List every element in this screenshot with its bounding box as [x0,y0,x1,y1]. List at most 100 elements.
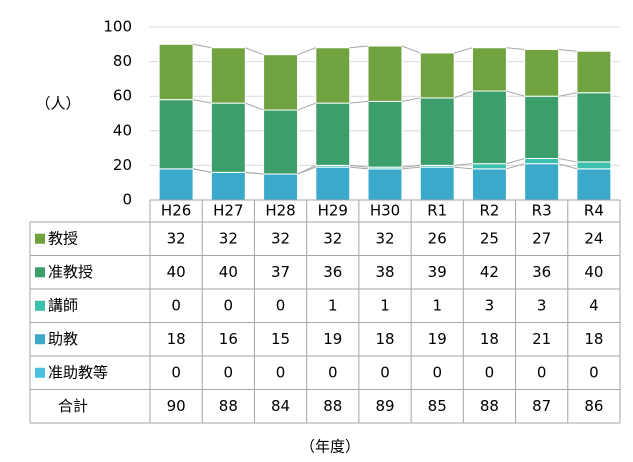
series-line [454,47,473,54]
series-line [506,163,525,170]
bar-segment [315,47,351,104]
table-cell: 88 [323,397,342,415]
series-line [401,45,421,54]
series-line [558,157,578,163]
x-tick-label: H29 [318,202,348,220]
legend-swatch [35,334,45,345]
series-line [558,163,578,170]
bar-segment [471,168,507,201]
bar-segment [524,48,560,97]
table-cell: 0 [171,296,181,314]
series-line [349,100,369,104]
x-tick-label: H27 [213,202,243,220]
x-tick-label: H28 [265,202,295,220]
table-cell: 0 [485,363,495,381]
table-cell: 1 [432,296,442,314]
bar-segment [419,166,455,201]
table-cell: 26 [428,229,447,247]
y-tick-label: 60 [113,87,132,105]
series-line [506,157,525,165]
series-line [401,164,421,168]
bar-segment [210,171,246,201]
x-tick-label: R4 [584,202,604,220]
legend-swatch [35,267,45,278]
series-line [192,43,212,49]
bar-segment [576,168,612,201]
table-cell: 0 [224,363,234,381]
bar-segment [263,173,299,201]
table-cell: 38 [375,263,394,281]
bar-segment [471,47,507,92]
bar-segment [210,47,246,104]
table-cell: 84 [271,397,290,415]
bar-segment [367,45,403,102]
table-cell: 16 [219,330,238,348]
table-cell: 36 [323,263,342,281]
table-cell: 40 [584,263,603,281]
table-cell: 88 [219,397,238,415]
x-tick-label: H30 [370,202,400,220]
table-cell: 27 [532,229,551,247]
y-tick-label: 100 [103,18,132,36]
table-cell: 0 [537,363,547,381]
legend-label: 准教授 [48,263,93,281]
bar-segment [263,54,299,111]
legend-swatch [35,367,45,378]
series-line [297,47,316,56]
bar-segment [158,168,194,201]
table-cell: 0 [171,363,181,381]
table-cell: 19 [323,330,342,348]
table-cell: 90 [167,397,186,415]
bar-segment [576,50,612,94]
table-cell: 0 [276,296,286,314]
series-line [297,102,316,111]
series-line [454,90,473,99]
bar-segment [315,166,351,201]
table-cell: 36 [532,263,551,281]
bar-segment [524,95,560,159]
series-line [349,166,369,170]
legend-label: 助教 [48,330,78,348]
table-cell: 0 [589,363,599,381]
y-axis-label: （人） [35,95,80,113]
table-cell: 3 [537,296,547,314]
bar-segment [471,163,507,170]
series-line [245,102,264,111]
table-cell: 18 [167,330,186,348]
table-cell: 32 [271,229,290,247]
table-cell: 0 [380,363,390,381]
table-cell: 42 [480,263,499,281]
table-cell: 0 [224,296,234,314]
bar-segment [158,99,194,170]
table-cell: 19 [428,330,447,348]
x-tick-label: H26 [161,202,191,220]
legend-swatch [35,300,45,311]
series-line [192,168,212,173]
table-cell: 37 [271,263,290,281]
table-cell: 1 [328,296,338,314]
total-label: 合計 [58,397,88,415]
table-cell: 85 [428,397,447,415]
series-line [245,47,264,56]
table-cell: 0 [328,363,338,381]
table-cell: 0 [276,363,286,381]
bar-segment [524,163,560,201]
table-cell: 21 [532,330,551,348]
table-cell: 0 [432,363,442,381]
legend-label: 講師 [48,296,78,314]
bar-segment [158,43,194,101]
x-axis-label: （年度） [300,438,360,456]
bar-segment [524,157,560,165]
series-line [192,99,212,104]
table-cell: 40 [219,263,238,281]
table-cell: 40 [167,263,186,281]
legend-label: 教授 [48,229,78,247]
table-cell: 18 [584,330,603,348]
series-line [349,45,369,49]
series-line [297,164,317,175]
series-line [245,171,264,175]
series-line [454,166,473,170]
series-line [401,166,421,170]
table-cell: 32 [219,229,238,247]
